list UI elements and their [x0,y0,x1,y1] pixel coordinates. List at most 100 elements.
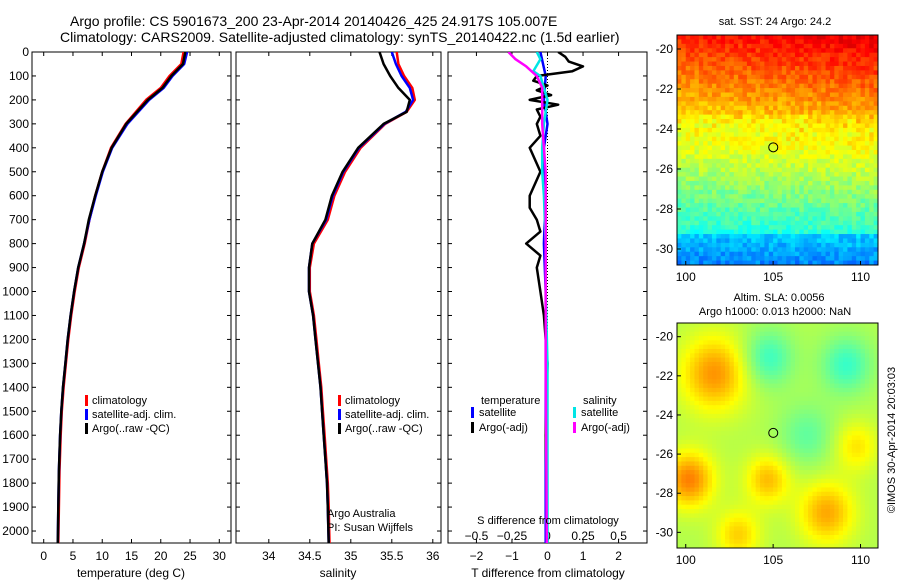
heatmap-cell [781,431,787,437]
heatmap-cell [720,39,726,45]
heatmap-cell [860,83,866,89]
heatmap-cell [821,65,827,71]
heatmap-cell [864,185,870,191]
heatmap-cell [812,70,818,76]
heatmap-cell [738,96,744,102]
heatmap-cell [794,340,800,346]
heatmap-cell [685,400,691,406]
heatmap-cell [869,504,875,510]
heatmap-cell [869,522,875,527]
heatmap-cell [803,101,809,107]
heatmap-cell [834,439,840,445]
heatmap-cell [725,114,731,120]
heatmap-cell [738,52,744,58]
heatmap-cell [711,57,717,63]
heatmap-cell [720,323,726,328]
heatmap-cell [838,422,844,428]
heatmap-cell [746,487,752,493]
heatmap-cell [838,92,844,98]
heatmap-cell [746,522,752,527]
heatmap-cell [777,141,783,147]
heatmap-cell [803,216,809,222]
heatmap-cell [694,198,700,204]
heatmap-cell [777,448,783,454]
temperature-panel: 0100200300400500600700800900100011001200… [2,45,232,580]
heatmap-cell [808,422,814,428]
heatmap-cell [681,465,687,471]
heatmap-cell [777,461,783,467]
heatmap-cell [711,348,717,354]
heatmap-cell [707,35,713,41]
heatmap-cell [847,105,853,111]
xtick-label: 1 [580,549,587,563]
heatmap-cell [856,150,862,156]
heatmap-cell [742,509,748,514]
heatmap-cell [690,335,696,341]
heatmap-cell [768,105,774,111]
heatmap-cell [738,207,744,213]
ytick-label: 1900 [2,500,29,514]
heatmap-cell [799,379,805,385]
heatmap-cell [746,379,752,385]
heatmap-cell [821,422,827,428]
heatmap-cell [803,163,809,169]
heatmap-cell [808,517,814,523]
heatmap-cell [803,150,809,156]
heatmap-cell [794,504,800,510]
heatmap-cell [738,247,744,253]
heatmap-cell [821,465,827,471]
heatmap-cell [851,405,857,411]
heatmap-cell [847,327,853,333]
heatmap-cell [790,234,796,240]
heatmap-cell [869,405,875,411]
heatmap-cell [869,185,875,191]
heatmap-cell [768,383,774,389]
heatmap-cell [716,234,722,240]
heatmap-cell [808,65,814,71]
heatmap-cell [786,379,792,385]
heatmap-cell [746,65,752,71]
heatmap-cell [755,176,761,182]
heatmap-cell [685,216,691,222]
heatmap-cell [707,439,713,445]
heatmap-cell [690,400,696,406]
heatmap-cell [821,229,827,235]
heatmap-cell [746,132,752,138]
heatmap-cell [764,387,770,393]
heatmap-cell [685,522,691,527]
heatmap-cell [864,353,870,359]
heatmap-cell [729,110,735,116]
heatmap-cell [694,167,700,173]
heatmap-cell [847,452,853,458]
heatmap-cell [742,251,748,257]
heatmap-cell [821,474,827,480]
heatmap-cell [799,444,805,450]
heatmap-cell [829,331,835,337]
heatmap-cell [860,452,866,458]
heatmap-cell [681,127,687,133]
heatmap-cell [781,225,787,231]
heatmap-cell [860,396,866,402]
heatmap-cell [821,194,827,200]
heatmap-cell [838,251,844,257]
heatmap-cell [856,340,862,346]
heatmap-cell [733,234,739,240]
heatmap-cell [725,474,731,480]
heatmap-cell [760,83,765,89]
heatmap-cell [843,327,849,333]
heatmap-cell [707,136,713,142]
heatmap-cell [781,189,787,195]
heatmap-cell [720,379,726,385]
heatmap-cell [760,88,765,94]
heatmap-cell [677,418,682,424]
heatmap-cell [681,198,687,204]
heatmap-cell [773,474,779,480]
heatmap-cell [816,383,822,389]
heatmap-cell [677,185,682,191]
heatmap-cell [860,220,866,226]
heatmap-cell [794,387,800,393]
heatmap-cell [716,79,722,85]
heatmap-cell [786,426,792,432]
heatmap-cell [777,57,783,63]
